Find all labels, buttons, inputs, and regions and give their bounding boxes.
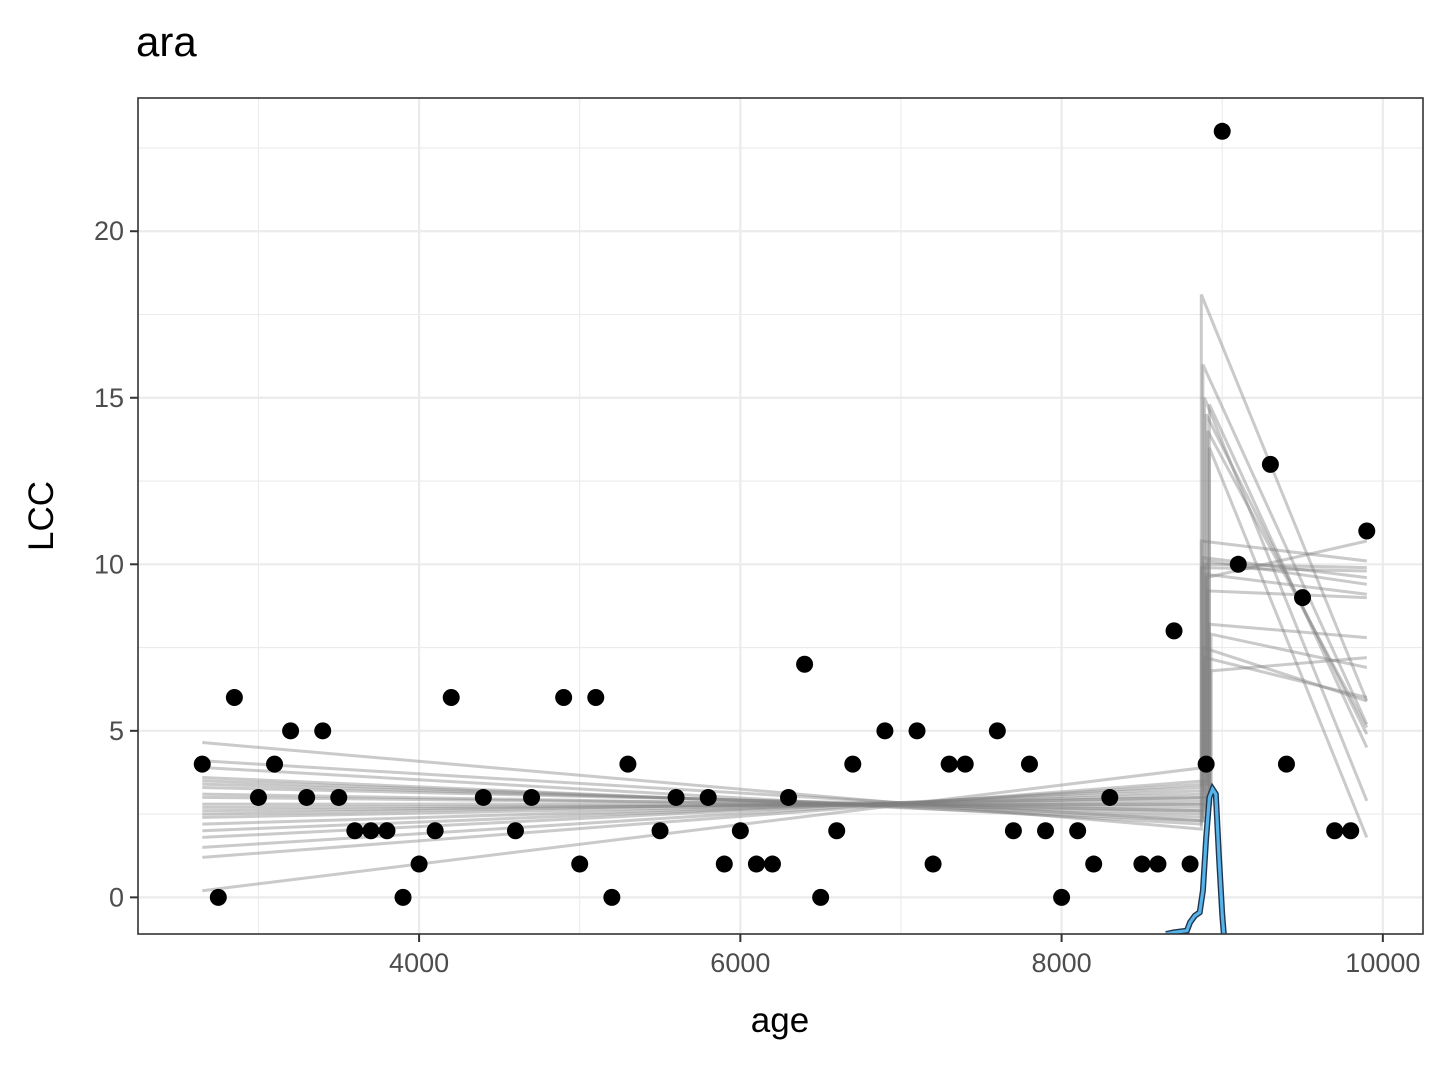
data-point (1165, 622, 1183, 640)
data-point (1037, 822, 1055, 840)
y-tick-label: 15 (94, 383, 124, 413)
data-point (474, 788, 492, 806)
data-point (940, 755, 958, 773)
data-point (876, 722, 894, 740)
data-point (1197, 755, 1215, 773)
data-point (362, 822, 380, 840)
data-point (796, 655, 814, 673)
fit-line (202, 363, 1369, 823)
data-point (1229, 555, 1247, 573)
data-point (924, 855, 942, 873)
x-tick-label: 10000 (1345, 948, 1420, 978)
data-point (812, 888, 830, 906)
chart-title: ara (136, 18, 197, 65)
data-point (1277, 755, 1295, 773)
panel-border (137, 97, 1424, 935)
data-point (225, 689, 243, 707)
data-point (209, 888, 227, 906)
x-axis-title: age (751, 1001, 809, 1040)
data-point (1020, 755, 1038, 773)
y-tick-label: 20 (94, 216, 124, 246)
density-curve (1165, 782, 1227, 934)
data-point (988, 722, 1006, 740)
data-point (1213, 122, 1231, 140)
data-point (394, 888, 412, 906)
data-point (1294, 589, 1312, 607)
data-point (282, 722, 300, 740)
data-points (193, 122, 1376, 906)
data-point (1261, 455, 1279, 473)
data-point (346, 822, 364, 840)
grid-lines (138, 98, 1423, 934)
data-point (780, 788, 798, 806)
data-point (1069, 822, 1087, 840)
data-point (378, 822, 396, 840)
data-point (619, 755, 637, 773)
data-point (571, 855, 589, 873)
data-point (956, 755, 974, 773)
x-tick-label: 4000 (389, 948, 449, 978)
data-point (1004, 822, 1022, 840)
data-point (747, 855, 765, 873)
x-tick-label: 6000 (710, 948, 770, 978)
data-point (603, 888, 621, 906)
data-point (1358, 522, 1376, 540)
data-point (555, 689, 573, 707)
y-axis-title: LCC (22, 481, 61, 551)
data-point (506, 822, 524, 840)
data-point (908, 722, 926, 740)
data-point (763, 855, 781, 873)
data-point (426, 822, 444, 840)
data-point (1085, 855, 1103, 873)
data-point (1342, 822, 1360, 840)
data-point (314, 722, 332, 740)
data-point (1133, 855, 1151, 873)
fit-line (202, 566, 1367, 839)
fit-line (202, 293, 1369, 831)
data-point (731, 822, 749, 840)
data-point (193, 755, 211, 773)
fit-line (202, 555, 1367, 833)
axes: 4000 6000 8000 10000 0 5 10 15 20 (94, 216, 1420, 978)
fit-line (202, 397, 1369, 893)
data-point (1053, 888, 1071, 906)
data-point (266, 755, 284, 773)
data-point (667, 788, 685, 806)
data-point (249, 788, 267, 806)
data-point (1101, 788, 1119, 806)
data-point (651, 822, 669, 840)
fit-line (202, 559, 1368, 819)
y-tick-label: 10 (94, 549, 124, 579)
fit-line (202, 413, 1369, 859)
data-point (699, 788, 717, 806)
data-point (844, 755, 862, 773)
fit-line (202, 655, 1368, 826)
y-tick-label: 5 (109, 716, 124, 746)
data-point (1149, 855, 1167, 873)
fit-line (202, 430, 1369, 849)
data-point (330, 788, 348, 806)
data-point (523, 788, 541, 806)
data-point (715, 855, 733, 873)
data-point (410, 855, 428, 873)
data-point (442, 689, 460, 707)
density-curve-line (1165, 785, 1226, 934)
data-point (298, 788, 316, 806)
data-point (587, 689, 605, 707)
data-point (1326, 822, 1344, 840)
fit-line (202, 589, 1367, 813)
y-tick-label: 0 (109, 882, 124, 912)
data-point (1181, 855, 1199, 873)
data-point (828, 822, 846, 840)
x-tick-label: 8000 (1032, 948, 1092, 978)
